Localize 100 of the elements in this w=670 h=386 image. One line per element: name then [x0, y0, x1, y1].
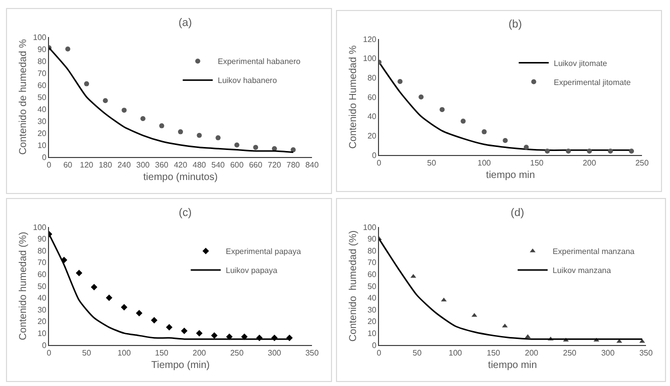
y-tick-label: 80	[37, 56, 47, 66]
point	[290, 147, 296, 152]
legend-label: Experimental papaya	[226, 247, 302, 256]
x-tick-label: 120	[80, 160, 94, 170]
point	[608, 148, 613, 154]
point	[234, 142, 240, 148]
point	[102, 98, 108, 104]
y-tick-label: 100	[363, 222, 377, 232]
x-tick-label: 60	[63, 160, 73, 170]
y-tick-label: 10	[367, 329, 377, 338]
point	[159, 123, 164, 128]
point	[106, 294, 112, 302]
y-tick-label: 90	[37, 44, 47, 54]
point	[136, 310, 142, 316]
x-tick-label: 150	[530, 158, 544, 168]
y-tick-label: 0	[372, 340, 377, 350]
x-tick-label: 350	[639, 348, 654, 358]
x-tick-label: 840	[305, 160, 320, 170]
x-tick-label: 540	[211, 160, 226, 170]
y-tick-label: 80	[37, 246, 47, 256]
chart-title: (b)	[508, 18, 522, 31]
point	[90, 284, 98, 290]
x-axis-title: tiempo min	[486, 170, 535, 182]
y-tick-label: 20	[37, 128, 47, 138]
x-tick-label: 50	[412, 348, 422, 358]
y-tick-label: 60	[367, 92, 377, 102]
point	[122, 108, 127, 113]
x-axis-title: tiempo min	[488, 360, 537, 372]
x-tick-label: 420	[174, 160, 188, 170]
x-tick-label: 350	[305, 348, 320, 358]
y-tick-label: 20	[367, 317, 377, 326]
x-tick-label: 720	[268, 160, 282, 170]
point	[150, 316, 158, 324]
x-tick-label: 660	[248, 160, 263, 170]
y-tick-label: 120	[363, 34, 377, 44]
chart-title: (c)	[178, 206, 192, 219]
y-tick-label: 60	[367, 270, 377, 279]
legend-label: Experimental habanero	[218, 57, 302, 66]
y-axis-title: Contenido humedad (%)	[348, 230, 360, 342]
y-axis-title: Contenido humedad (%)	[18, 232, 30, 340]
y-tick-label: 30	[367, 305, 377, 314]
point	[211, 332, 218, 339]
y-tick-label: 40	[367, 294, 377, 303]
x-tick-label: 240	[117, 160, 132, 170]
point	[440, 107, 445, 112]
y-tick-label: 40	[367, 112, 377, 122]
y-tick-label: 100	[33, 32, 47, 42]
y-axis-title: Contenido Humedad %	[348, 45, 360, 149]
point	[196, 132, 202, 138]
point	[166, 324, 172, 331]
point	[140, 116, 146, 122]
point	[586, 148, 592, 154]
point	[120, 304, 128, 310]
point	[181, 328, 188, 334]
y-tick-label: 0	[372, 150, 377, 160]
x-axis-title: Tiempo (min)	[151, 360, 210, 372]
x-tick-label: 200	[524, 348, 539, 358]
y-tick-label: 20	[367, 131, 377, 140]
x-tick-label: 200	[192, 348, 207, 358]
x-tick-label: 100	[117, 348, 132, 358]
point	[216, 135, 221, 140]
x-tick-label: 480	[192, 160, 207, 170]
legend-label: Luikov manzana	[552, 266, 612, 276]
y-tick-label: 30	[37, 305, 47, 314]
legend-label: Experimental manzana	[552, 247, 636, 256]
x-tick-label: 150	[155, 348, 169, 358]
legend-label: Experimental jitomate	[554, 78, 632, 87]
point	[84, 81, 90, 86]
x-tick-label: 50	[427, 158, 437, 168]
y-tick-label: 20	[37, 317, 47, 326]
point	[418, 94, 424, 100]
x-tick-label: 100	[478, 158, 492, 168]
legend-label: Luikov papaya	[226, 266, 278, 276]
x-tick-label: 600	[230, 160, 244, 170]
point	[253, 144, 258, 150]
point	[460, 118, 466, 124]
y-tick-label: 40	[37, 294, 47, 303]
y-tick-label: 30	[37, 116, 47, 126]
x-tick-label: 300	[136, 160, 150, 170]
y-tick-label: 50	[37, 282, 47, 291]
y-tick-label: 100	[33, 222, 47, 232]
x-tick-label: 180	[98, 160, 113, 170]
y-tick-label: 0	[42, 152, 47, 162]
y-tick-label: 100	[363, 54, 377, 64]
point	[76, 270, 82, 276]
x-tick-label: 100	[448, 348, 463, 358]
x-tick-label: 250	[230, 348, 244, 358]
y-tick-label: 50	[37, 92, 47, 102]
point	[566, 148, 571, 154]
x-axis-title: tiempo (minutos)	[143, 172, 218, 184]
x-tick-label: 200	[582, 158, 597, 168]
point	[65, 46, 70, 52]
point	[628, 148, 634, 154]
point	[544, 148, 550, 154]
y-tick-label: 80	[367, 73, 377, 82]
point	[524, 144, 529, 150]
point	[482, 129, 487, 134]
y-tick-label: 80	[367, 246, 377, 256]
y-tick-label: 40	[37, 104, 47, 114]
point	[502, 138, 508, 143]
